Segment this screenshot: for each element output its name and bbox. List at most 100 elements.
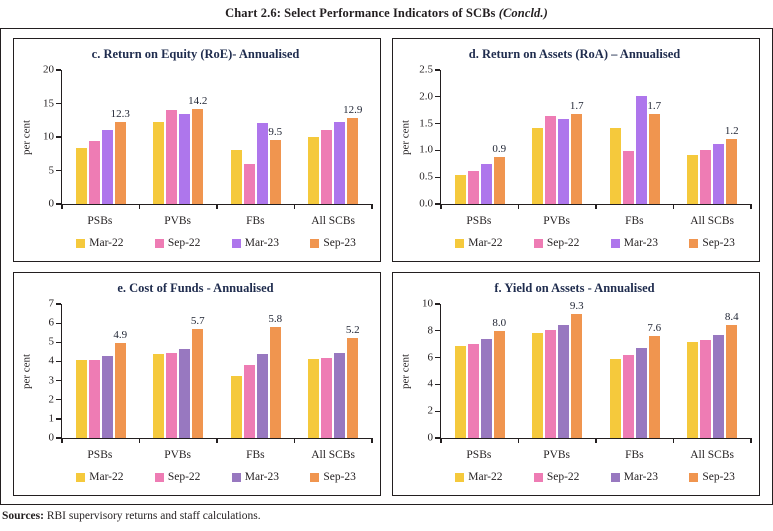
bar-Sep-23-PVBs: 9.3: [570, 300, 584, 438]
y-tick-mark: [56, 136, 61, 138]
x-tick-mark: [750, 438, 752, 443]
legend-swatch: [533, 472, 543, 482]
legend-item-Sep-23: Sep-23: [294, 235, 372, 251]
category-label-PSBs: PSBs: [466, 215, 492, 227]
category-label-All SCBs: All SCBs: [311, 449, 356, 461]
x-tick-mark: [750, 204, 752, 209]
bar-value-label: 1.2: [724, 125, 739, 138]
legend-swatch: [455, 472, 465, 482]
legend-item-Sep-23: Sep-23: [673, 235, 751, 251]
x-tick-mark: [138, 438, 141, 443]
x-tick-mark: [440, 438, 442, 443]
y-tick-mark: [56, 169, 61, 172]
y-tick-label: 0.5: [419, 170, 433, 183]
bar-value-label: 1.7: [569, 99, 584, 112]
x-tick-mark: [371, 204, 373, 209]
plot-area: 4.9 5.7 5.8 5.2: [61, 304, 373, 443]
y-tick-label: 0: [48, 197, 55, 210]
bar-groups: 4.9 5.7 5.8 5.2: [62, 304, 372, 438]
bar-Mar-23-All SCBs: [334, 352, 346, 438]
legend-item-Mar-23: Mar-23: [217, 235, 295, 251]
y-tick-mark: [435, 303, 440, 305]
category-axis: PSBs PVBs FBs All SCBs: [61, 449, 372, 465]
bar-value-label: 8.4: [724, 310, 739, 323]
y-axis-label: per cent: [20, 119, 33, 155]
bar-value-label: 5.8: [268, 312, 283, 325]
legend-swatch: [154, 238, 164, 248]
bar-Sep-22-PVBs: [166, 109, 178, 204]
bar-Mar-23-All SCBs: [713, 334, 725, 438]
y-axis-label: per cent: [399, 119, 412, 155]
bar-Mar-23-FBs: [635, 95, 647, 204]
chart-title-c: c. Return on Equity (RoE)- Annualised: [91, 47, 300, 61]
bar-Sep-23-PVBs: 1.7: [570, 100, 584, 204]
plot-row: per cent 0 5 10 15 20 12.3 14.2 9.5 12.9: [19, 64, 373, 212]
bar-Sep-23-FBs: 7.6: [647, 322, 661, 438]
legend-item-Mar-22: Mar-22: [440, 469, 518, 485]
bar-group-FBs: 9.5: [217, 70, 295, 204]
y-tick-label: 0.0: [419, 197, 433, 210]
bar-Sep-22-FBs: [622, 151, 634, 204]
y-tick-mark: [56, 203, 61, 205]
figure-title: Chart 2.6: Select Performance Indicators…: [0, 6, 773, 21]
legend-swatch: [689, 238, 699, 248]
y-tick-mark: [56, 418, 61, 420]
bar-Sep-23-PSBs: 0.9: [492, 143, 506, 204]
y-tick-mark: [435, 383, 440, 386]
bar-value-label: 12.3: [110, 107, 130, 120]
bar-Mar-22-FBs: [230, 375, 242, 438]
y-tick-label: 0: [48, 431, 55, 444]
legend-swatch: [610, 238, 620, 248]
bar-Mar-23-FBs: [635, 347, 647, 438]
legend-label: Sep-23: [702, 237, 735, 249]
x-tick-mark: [293, 204, 296, 209]
bar-Mar-22-All SCBs: [687, 155, 699, 204]
bar-Mar-23-PVBs: [179, 349, 191, 438]
bar-Sep-22-PVBs: [545, 115, 557, 204]
x-tick-mark: [371, 438, 373, 443]
bar-value-label: 5.2: [345, 323, 360, 336]
bar-value-label: 0.9: [492, 142, 507, 155]
bar-value-label: 9.5: [268, 126, 283, 139]
x-tick-mark: [61, 204, 63, 209]
y-tick-label: 5: [48, 164, 55, 176]
y-tick-mark: [56, 322, 61, 324]
bar-group-All SCBs: 5.2: [295, 304, 373, 438]
bar-Sep-22-PVBs: [166, 352, 178, 438]
legend-swatch: [231, 472, 241, 482]
bar-Sep-22-All SCBs: [700, 149, 712, 204]
y-tick-label: 1.5: [419, 117, 433, 130]
legend-item-Mar-23: Mar-23: [596, 235, 674, 251]
bar-value-label: 8.0: [492, 316, 507, 329]
bar-Sep-22-FBs: [622, 354, 634, 438]
chart-panel-d: d. Return on Assets (RoA) – Annualised pe…: [392, 38, 760, 262]
y-tick-mark: [435, 437, 440, 439]
bar-Sep-23-FBs: 5.8: [268, 313, 282, 438]
bar-Mar-23-All SCBs: [713, 143, 725, 204]
legend-item-Sep-23: Sep-23: [294, 469, 372, 485]
y-axis: 0 5 10 15 20: [34, 64, 61, 209]
x-tick-mark: [595, 438, 597, 443]
y-tick-mark: [56, 303, 61, 305]
legend-swatch: [310, 472, 320, 482]
category-label-PVBs: PVBs: [543, 449, 571, 461]
bar-Sep-22-PSBs: [467, 343, 479, 438]
bar-value-label: 9.3: [569, 300, 584, 313]
y-tick-mark: [435, 149, 440, 152]
sources-note: Sources: RBI supervisory returns and sta…: [2, 510, 261, 522]
bar-Mar-22-All SCBs: [687, 342, 699, 438]
legend-item-Sep-22: Sep-22: [139, 235, 217, 251]
bar-groups: 8.0 9.3 7.6 8.4: [441, 300, 751, 438]
x-tick-mark: [138, 204, 141, 209]
y-tick-mark: [56, 437, 61, 439]
plot-area: 12.3 14.2 9.5 12.9: [61, 70, 373, 209]
y-tick-mark: [435, 203, 440, 205]
category-label-PSBs: PSBs: [466, 449, 492, 461]
bar-value-label: 12.9: [343, 103, 363, 116]
plot-area: 0.9 1.7 1.7 1.2: [440, 70, 752, 209]
bar-value-label: 1.7: [647, 99, 662, 112]
y-tick-label: 6: [427, 351, 434, 364]
chart-panel-c: c. Return on Equity (RoE)- Annualised per…: [13, 38, 381, 262]
legend-swatch: [689, 472, 699, 482]
